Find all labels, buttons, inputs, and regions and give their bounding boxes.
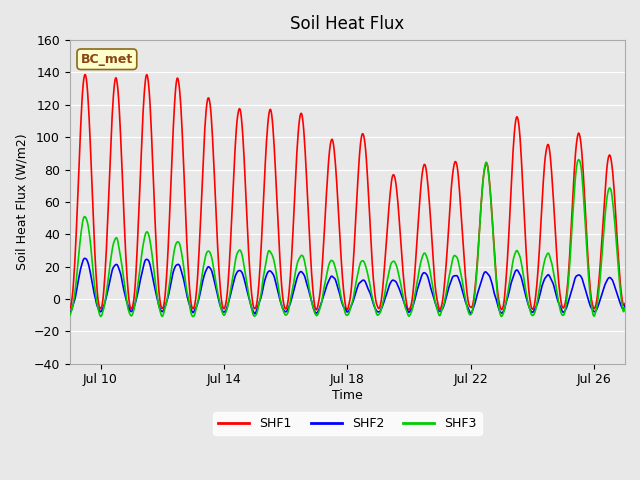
Y-axis label: Soil Heat Flux (W/m2): Soil Heat Flux (W/m2) — [15, 133, 28, 270]
Legend: SHF1, SHF2, SHF3: SHF1, SHF2, SHF3 — [213, 412, 481, 435]
Title: Soil Heat Flux: Soil Heat Flux — [290, 15, 404, 33]
Text: BC_met: BC_met — [81, 53, 133, 66]
X-axis label: Time: Time — [332, 389, 363, 402]
